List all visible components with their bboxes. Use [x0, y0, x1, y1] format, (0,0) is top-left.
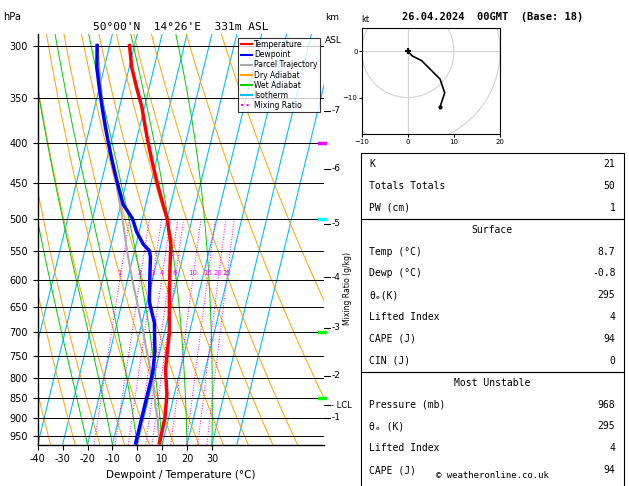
Text: Most Unstable: Most Unstable	[454, 378, 530, 388]
Text: 4: 4	[610, 443, 615, 453]
Text: 26.04.2024  00GMT  (Base: 18): 26.04.2024 00GMT (Base: 18)	[401, 12, 583, 22]
Text: 3: 3	[150, 270, 155, 276]
Text: θₑ (K): θₑ (K)	[369, 421, 404, 432]
Text: θₑ(K): θₑ(K)	[369, 290, 398, 300]
Text: -6: -6	[331, 164, 340, 174]
Text: 21: 21	[604, 159, 615, 169]
Text: -3: -3	[331, 323, 340, 332]
Text: 94: 94	[604, 465, 615, 475]
Text: 2: 2	[138, 270, 142, 276]
Text: 295: 295	[598, 290, 615, 300]
Text: Totals Totals: Totals Totals	[369, 181, 445, 191]
Text: 968: 968	[598, 399, 615, 410]
Text: K: K	[369, 159, 375, 169]
Text: Mixing Ratio (g/kg): Mixing Ratio (g/kg)	[343, 252, 352, 325]
Text: Surface: Surface	[472, 225, 513, 235]
Text: 20: 20	[214, 270, 223, 276]
Text: hPa: hPa	[3, 12, 21, 22]
Text: 50: 50	[604, 181, 615, 191]
Text: kt: kt	[361, 15, 369, 24]
Text: Pressure (mb): Pressure (mb)	[369, 399, 445, 410]
Text: -4: -4	[331, 273, 340, 282]
Text: -0.8: -0.8	[592, 268, 615, 278]
Text: 94: 94	[604, 334, 615, 344]
Text: 1: 1	[610, 203, 615, 213]
Text: PW (cm): PW (cm)	[369, 203, 410, 213]
Text: Lifted Index: Lifted Index	[369, 312, 440, 322]
Text: 10: 10	[188, 270, 197, 276]
Text: - LCL: - LCL	[331, 401, 352, 410]
Legend: Temperature, Dewpoint, Parcel Trajectory, Dry Adiabat, Wet Adiabat, Isotherm, Mi: Temperature, Dewpoint, Parcel Trajectory…	[238, 38, 320, 112]
Text: -2: -2	[331, 371, 340, 380]
Text: 5: 5	[167, 270, 171, 276]
Text: km: km	[325, 13, 339, 22]
X-axis label: Dewpoint / Temperature (°C): Dewpoint / Temperature (°C)	[106, 470, 255, 480]
Text: Temp (°C): Temp (°C)	[369, 246, 422, 257]
Text: 0: 0	[610, 356, 615, 366]
Text: 1: 1	[118, 270, 122, 276]
Text: 15: 15	[203, 270, 212, 276]
Text: © weatheronline.co.uk: © weatheronline.co.uk	[436, 471, 548, 480]
Text: CAPE (J): CAPE (J)	[369, 334, 416, 344]
Text: CAPE (J): CAPE (J)	[369, 465, 416, 475]
Text: CIN (J): CIN (J)	[369, 356, 410, 366]
Text: 295: 295	[598, 421, 615, 432]
Text: -1: -1	[331, 413, 340, 422]
Text: Lifted Index: Lifted Index	[369, 443, 440, 453]
Text: -5: -5	[331, 219, 340, 228]
Text: ASL: ASL	[325, 36, 342, 45]
Text: 25: 25	[222, 270, 231, 276]
Text: 4: 4	[159, 270, 164, 276]
Text: 4: 4	[610, 312, 615, 322]
Text: Dewp (°C): Dewp (°C)	[369, 268, 422, 278]
Text: -7: -7	[331, 106, 340, 116]
Title: 50°00'N  14°26'E  331m ASL: 50°00'N 14°26'E 331m ASL	[93, 22, 269, 32]
Text: 8.7: 8.7	[598, 246, 615, 257]
Text: 6: 6	[173, 270, 177, 276]
